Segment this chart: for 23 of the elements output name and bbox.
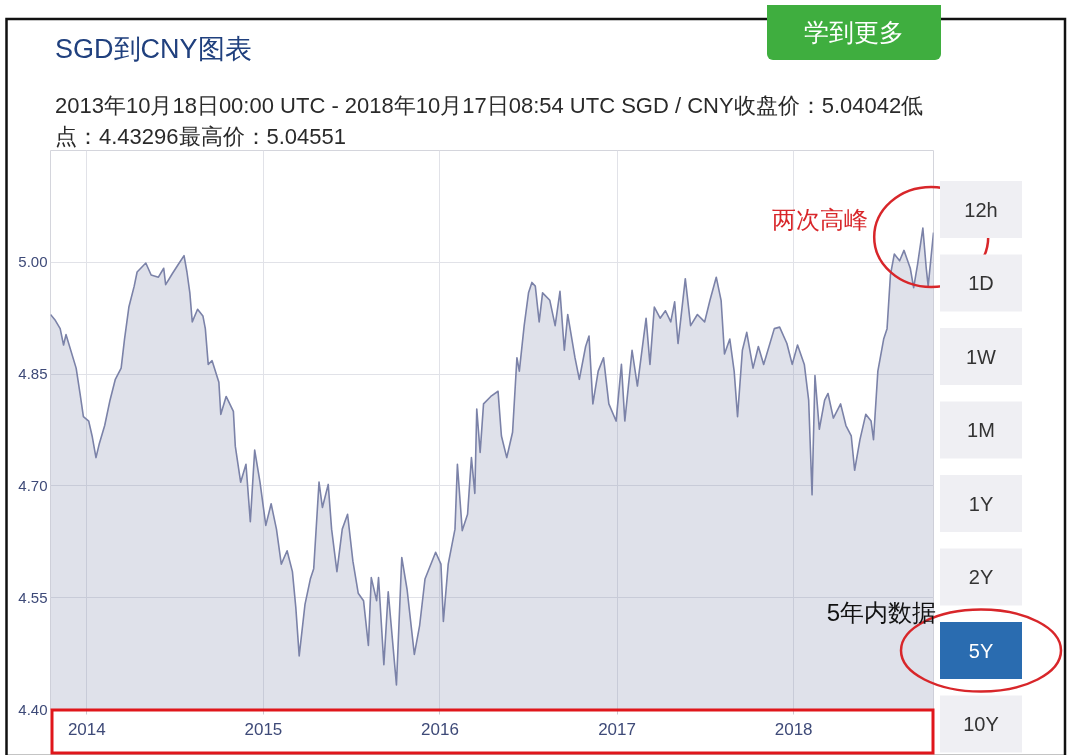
text: 2Y (968, 565, 994, 589)
text: 1W (966, 345, 996, 368)
annotation: 5年内数据 (826, 599, 936, 627)
text: 1D (968, 271, 994, 295)
x-tick-label: 2017 (598, 719, 636, 739)
x-tick-label: 2015 (244, 719, 283, 739)
text: 5Y (968, 639, 994, 662)
y-tick-label: 5.00 (18, 253, 48, 271)
text: 10Y (963, 712, 999, 736)
y-tick-label: 4.85 (18, 365, 48, 383)
text: 1M (967, 418, 995, 442)
annotation: 两次高峰 (772, 206, 869, 234)
text: 1Y (968, 492, 994, 515)
chart-title: SGD到CNY图表 (55, 34, 252, 66)
y-tick-label: 4.70 (18, 476, 48, 494)
text: 学到更多 (804, 17, 904, 47)
x-tick-label: 2018 (774, 719, 813, 739)
chart-subtitle: 2013年10月18日00:00 UTC - 2018年10月17日08:54 UTC SGD / CNY收盘价：5.04042低点：4.43296最高价：5.04551 (55, 92, 925, 151)
x-tick-label: 2016 (421, 719, 459, 739)
text: 12h (964, 198, 998, 221)
y-tick-label: 4.40 (18, 700, 48, 718)
x-tick-label: 2014 (67, 719, 106, 739)
y-tick-label: 4.55 (18, 588, 48, 606)
